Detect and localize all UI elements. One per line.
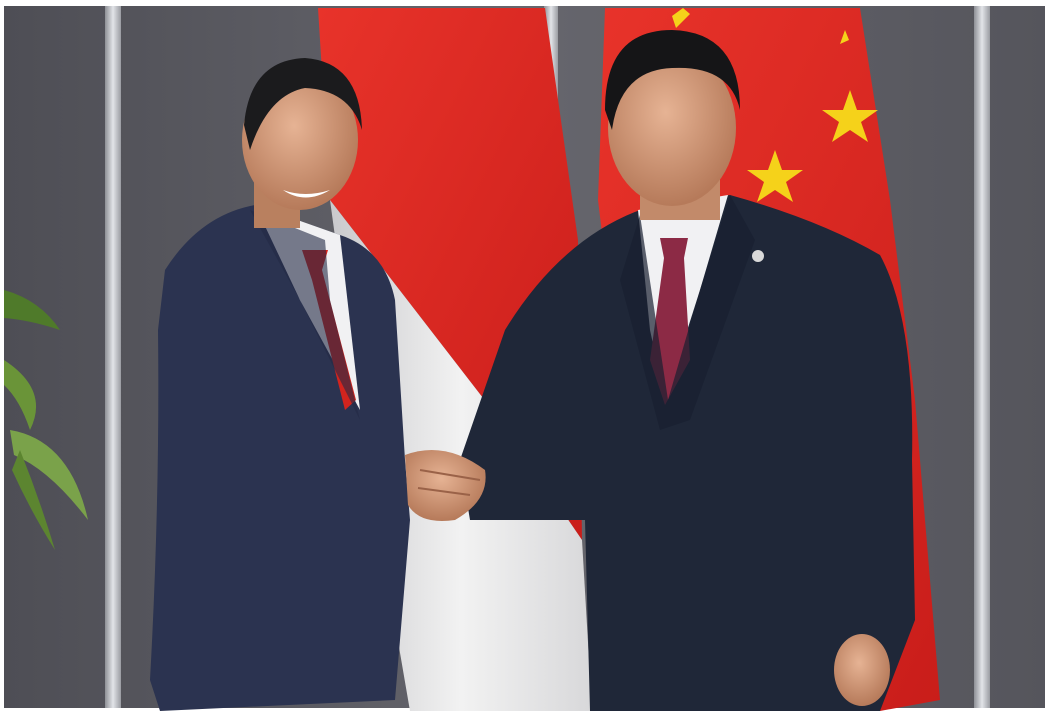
- handshake: [405, 450, 486, 521]
- flag-stars: [672, 8, 878, 202]
- plant: [4, 290, 88, 550]
- pole: [105, 6, 121, 708]
- pole: [974, 6, 990, 708]
- person-right: [460, 30, 915, 711]
- person-left: [150, 58, 410, 711]
